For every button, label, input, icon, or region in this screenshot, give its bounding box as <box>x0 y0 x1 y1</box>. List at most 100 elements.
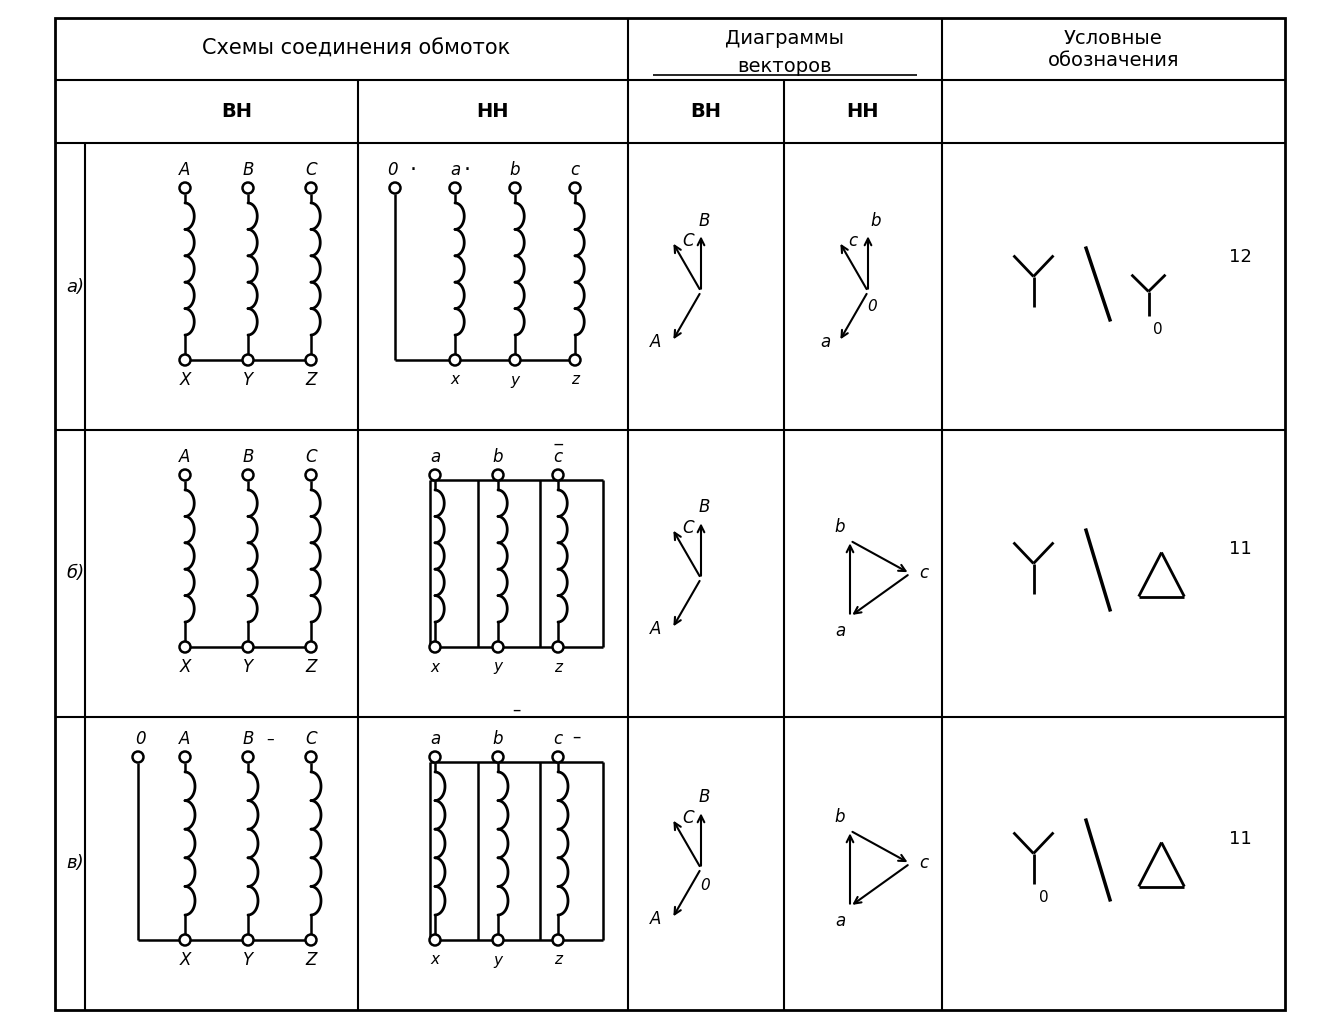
Circle shape <box>180 641 190 652</box>
Text: c: c <box>919 854 929 873</box>
Text: A: A <box>180 161 190 179</box>
Circle shape <box>449 182 461 193</box>
Circle shape <box>180 751 190 762</box>
Text: Z: Z <box>305 658 317 676</box>
Text: z: z <box>553 953 561 967</box>
Text: x: x <box>431 953 440 967</box>
Text: 0: 0 <box>1153 322 1162 338</box>
Text: НН: НН <box>477 102 510 121</box>
Circle shape <box>569 182 580 193</box>
Text: 0: 0 <box>135 730 145 748</box>
Text: а): а) <box>66 278 85 295</box>
Text: 11: 11 <box>1229 539 1251 558</box>
Text: b: b <box>493 448 503 466</box>
Text: ВН: ВН <box>221 102 252 121</box>
Text: Y: Y <box>243 371 254 389</box>
Text: x: x <box>431 660 440 674</box>
Text: НН: НН <box>847 102 880 121</box>
Circle shape <box>552 641 564 652</box>
Text: b: b <box>510 161 520 179</box>
Circle shape <box>243 182 254 193</box>
Text: B: B <box>699 212 709 229</box>
Text: A: A <box>650 910 662 928</box>
Text: b: b <box>835 518 845 535</box>
Text: c: c <box>919 565 929 582</box>
Circle shape <box>552 469 564 481</box>
Text: c: c <box>848 233 857 250</box>
Text: A: A <box>180 448 190 466</box>
Circle shape <box>305 751 317 762</box>
Text: –: – <box>572 728 580 746</box>
Text: ·: · <box>464 159 470 180</box>
Circle shape <box>180 934 190 946</box>
Text: a: a <box>450 161 460 179</box>
Circle shape <box>180 469 190 481</box>
Text: z: z <box>553 660 561 674</box>
Text: c: c <box>571 161 580 179</box>
Text: B: B <box>242 730 254 748</box>
Circle shape <box>569 355 580 365</box>
Text: b: b <box>835 808 845 825</box>
Circle shape <box>132 751 144 762</box>
Circle shape <box>305 182 317 193</box>
Circle shape <box>243 751 254 762</box>
Circle shape <box>390 182 400 193</box>
Circle shape <box>180 182 190 193</box>
Circle shape <box>493 469 503 481</box>
Text: b: b <box>871 212 881 229</box>
Text: Диаграммы: Диаграммы <box>725 29 844 47</box>
Text: C: C <box>682 233 694 250</box>
Circle shape <box>305 355 317 365</box>
Text: a: a <box>429 448 440 466</box>
Text: Z: Z <box>305 371 317 389</box>
Circle shape <box>305 469 317 481</box>
Circle shape <box>305 641 317 652</box>
Circle shape <box>243 355 254 365</box>
Text: y: y <box>510 372 519 388</box>
Text: 0: 0 <box>387 161 398 179</box>
Text: y: y <box>494 953 502 967</box>
Circle shape <box>429 934 440 946</box>
Circle shape <box>552 751 564 762</box>
Text: Z: Z <box>305 951 317 969</box>
Text: C: C <box>682 809 694 827</box>
Text: векторов: векторов <box>737 57 832 75</box>
Text: –: – <box>511 701 520 719</box>
Circle shape <box>510 182 520 193</box>
Circle shape <box>180 355 190 365</box>
Text: X: X <box>180 658 190 676</box>
Text: 11: 11 <box>1229 829 1251 848</box>
Text: 0: 0 <box>700 878 709 893</box>
Text: б): б) <box>66 565 85 582</box>
Text: b: b <box>493 730 503 748</box>
Text: Y: Y <box>243 951 254 969</box>
Circle shape <box>305 934 317 946</box>
Text: –: – <box>267 732 273 746</box>
Text: y: y <box>494 660 502 674</box>
Text: B: B <box>242 161 254 179</box>
Text: 12: 12 <box>1229 248 1251 265</box>
Circle shape <box>510 355 520 365</box>
Text: X: X <box>180 951 190 969</box>
Text: A: A <box>650 619 662 638</box>
Text: C: C <box>682 520 694 537</box>
Text: C: C <box>305 730 317 748</box>
Circle shape <box>429 751 440 762</box>
Text: B: B <box>699 788 709 807</box>
Circle shape <box>493 751 503 762</box>
Text: a: a <box>835 913 845 930</box>
Text: a: a <box>429 730 440 748</box>
Text: X: X <box>180 371 190 389</box>
Text: c: c <box>553 730 563 748</box>
Text: Схемы соединения обмоток: Схемы соединения обмоток <box>202 39 511 59</box>
Text: ·: · <box>410 159 416 180</box>
Text: c: c <box>553 448 563 466</box>
Text: 0: 0 <box>867 299 877 314</box>
Circle shape <box>243 469 254 481</box>
Circle shape <box>429 469 440 481</box>
Text: C: C <box>305 448 317 466</box>
Text: z: z <box>571 372 579 388</box>
Circle shape <box>449 355 461 365</box>
Text: Y: Y <box>243 658 254 676</box>
Text: C: C <box>305 161 317 179</box>
